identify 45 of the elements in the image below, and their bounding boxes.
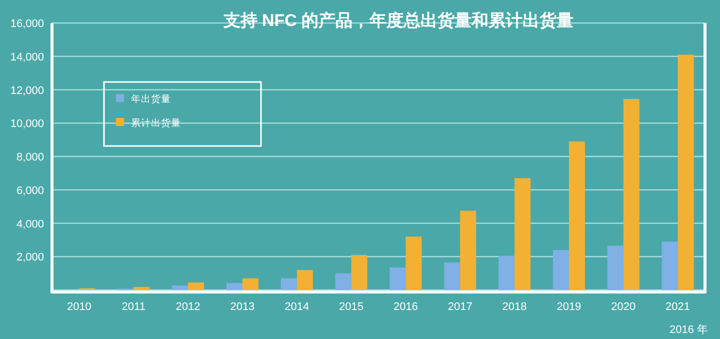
bar	[188, 282, 204, 290]
bar	[390, 267, 406, 290]
x-tick-label: 2021	[666, 301, 690, 313]
bar	[172, 285, 188, 290]
x-tick-label: 2017	[448, 301, 472, 313]
y-tick-label: 10,000	[10, 118, 44, 130]
bar	[552, 250, 569, 290]
bar	[662, 242, 678, 290]
bar	[514, 178, 531, 290]
x-tick-label: 2011	[122, 301, 146, 313]
bar	[406, 236, 422, 290]
bar	[498, 256, 515, 290]
legend-label: 累计出货量	[131, 117, 181, 129]
y-tick-label: 14,000	[10, 51, 44, 64]
bar	[460, 210, 476, 290]
bar	[351, 254, 368, 290]
bar	[623, 98, 640, 290]
bar	[568, 141, 585, 290]
bar	[242, 278, 258, 290]
x-tick-label: 2015	[339, 301, 364, 313]
y-tick-label: 2,000	[16, 252, 44, 264]
text: 2016 年	[669, 324, 708, 336]
legend-label: 年出货量	[131, 93, 171, 105]
y-tick-label: 6,000	[16, 184, 44, 197]
x-tick-label: 2013	[230, 301, 255, 313]
x-tick-label: 2010	[66, 301, 92, 313]
chart-title: 支持 NFC 的产品，年度总出货量和累计出货量	[222, 11, 574, 30]
y-tick-label: 12,000	[10, 84, 44, 97]
bar	[678, 54, 694, 290]
x-tick-label: 2016	[393, 301, 418, 313]
bar	[226, 282, 242, 290]
bar	[335, 273, 352, 290]
x-tick-label: 2012	[176, 301, 200, 313]
y-tick-label: 8,000	[16, 152, 44, 164]
x-tick-label: 2018	[502, 301, 527, 313]
bar	[607, 246, 624, 290]
x-tick-label: 2019	[556, 301, 582, 313]
x-tick-label: 2020	[611, 301, 636, 313]
x-tick-label: 2014	[284, 301, 310, 313]
bar	[280, 278, 297, 290]
y-tick-label: 16,000	[10, 18, 44, 30]
bar	[444, 262, 460, 290]
bar	[296, 270, 313, 290]
y-tick-label: 4,000	[16, 218, 44, 230]
bar	[134, 286, 150, 290]
